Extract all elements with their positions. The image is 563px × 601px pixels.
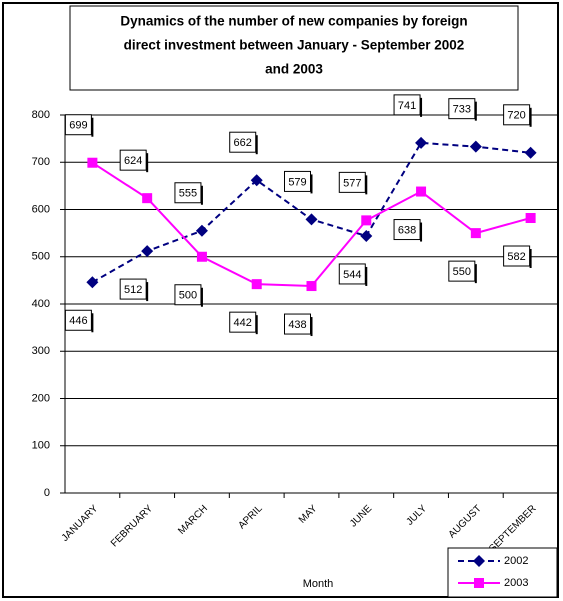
data-label: 544	[343, 269, 361, 281]
data-label: 582	[507, 251, 525, 263]
marker	[416, 186, 427, 197]
data-label: 741	[398, 100, 416, 112]
data-label: 550	[453, 266, 471, 278]
data-label: 446	[69, 315, 87, 327]
data-label-shadow	[529, 249, 532, 269]
legend-label: 2002	[504, 555, 528, 567]
data-label-shadow	[255, 135, 258, 155]
data-label-shadow	[474, 264, 477, 284]
data-label-shadow	[420, 222, 423, 242]
marker	[361, 215, 372, 226]
data-label-shadow	[91, 117, 94, 137]
legend-marker	[473, 555, 485, 567]
y-tick-label: 500	[32, 251, 50, 263]
data-label-shadow	[529, 107, 532, 127]
legend-marker	[474, 578, 484, 588]
data-label-shadow	[146, 282, 149, 302]
chart-title: and 2003	[265, 62, 323, 77]
data-label-shadow	[255, 315, 258, 335]
marker	[141, 245, 154, 258]
y-tick-label: 600	[32, 203, 50, 215]
marker	[142, 193, 153, 204]
marker	[525, 213, 536, 224]
marker	[305, 213, 318, 226]
data-label: 624	[124, 155, 142, 167]
legend-label: 2003	[504, 577, 528, 589]
y-tick-label: 100	[32, 440, 50, 452]
legend-box	[447, 547, 558, 598]
data-label-shadow	[310, 317, 313, 337]
marker	[306, 281, 317, 292]
marker	[469, 140, 482, 153]
data-label: 512	[124, 284, 142, 296]
data-label-box	[119, 278, 147, 300]
data-label: 500	[179, 290, 197, 302]
data-label: 438	[288, 319, 306, 331]
data-label-shadow	[365, 175, 368, 195]
marker	[250, 174, 263, 187]
y-tick-label: 800	[32, 109, 50, 121]
data-label: 720	[507, 110, 525, 122]
marker	[415, 136, 428, 149]
data-label: 699	[69, 120, 87, 132]
y-tick-label: 300	[32, 345, 50, 357]
data-label: 733	[453, 104, 471, 116]
title-box	[69, 5, 519, 91]
data-label-shadow	[91, 313, 94, 333]
marker	[251, 279, 262, 290]
marker	[524, 146, 537, 159]
data-label: 579	[288, 176, 306, 188]
y-tick-label: 700	[32, 156, 50, 168]
data-label: 442	[234, 317, 252, 329]
data-label-shadow	[310, 174, 313, 194]
marker	[86, 276, 99, 289]
data-label: 662	[234, 137, 252, 149]
data-label: 638	[398, 224, 416, 236]
data-label-shadow	[200, 287, 203, 307]
data-label-shadow	[474, 101, 477, 121]
marker	[87, 157, 98, 168]
data-label-shadow	[365, 266, 368, 286]
data-label-shadow	[146, 153, 149, 173]
y-tick-label: 0	[44, 487, 50, 499]
data-label-box	[119, 149, 147, 171]
chart-title: direct investment between January - Sept…	[124, 38, 465, 53]
marker	[195, 224, 208, 237]
data-label-shadow	[420, 97, 423, 117]
data-label: 555	[179, 188, 197, 200]
chart-title: Dynamics of the number of new companies …	[120, 14, 467, 29]
marker	[196, 251, 207, 262]
y-tick-label: 200	[32, 392, 50, 404]
marker	[360, 229, 373, 242]
data-label-shadow	[200, 185, 203, 205]
x-axis-label: Month	[303, 578, 334, 590]
y-tick-label: 400	[32, 298, 50, 310]
data-label: 577	[343, 177, 361, 189]
marker	[470, 228, 481, 239]
